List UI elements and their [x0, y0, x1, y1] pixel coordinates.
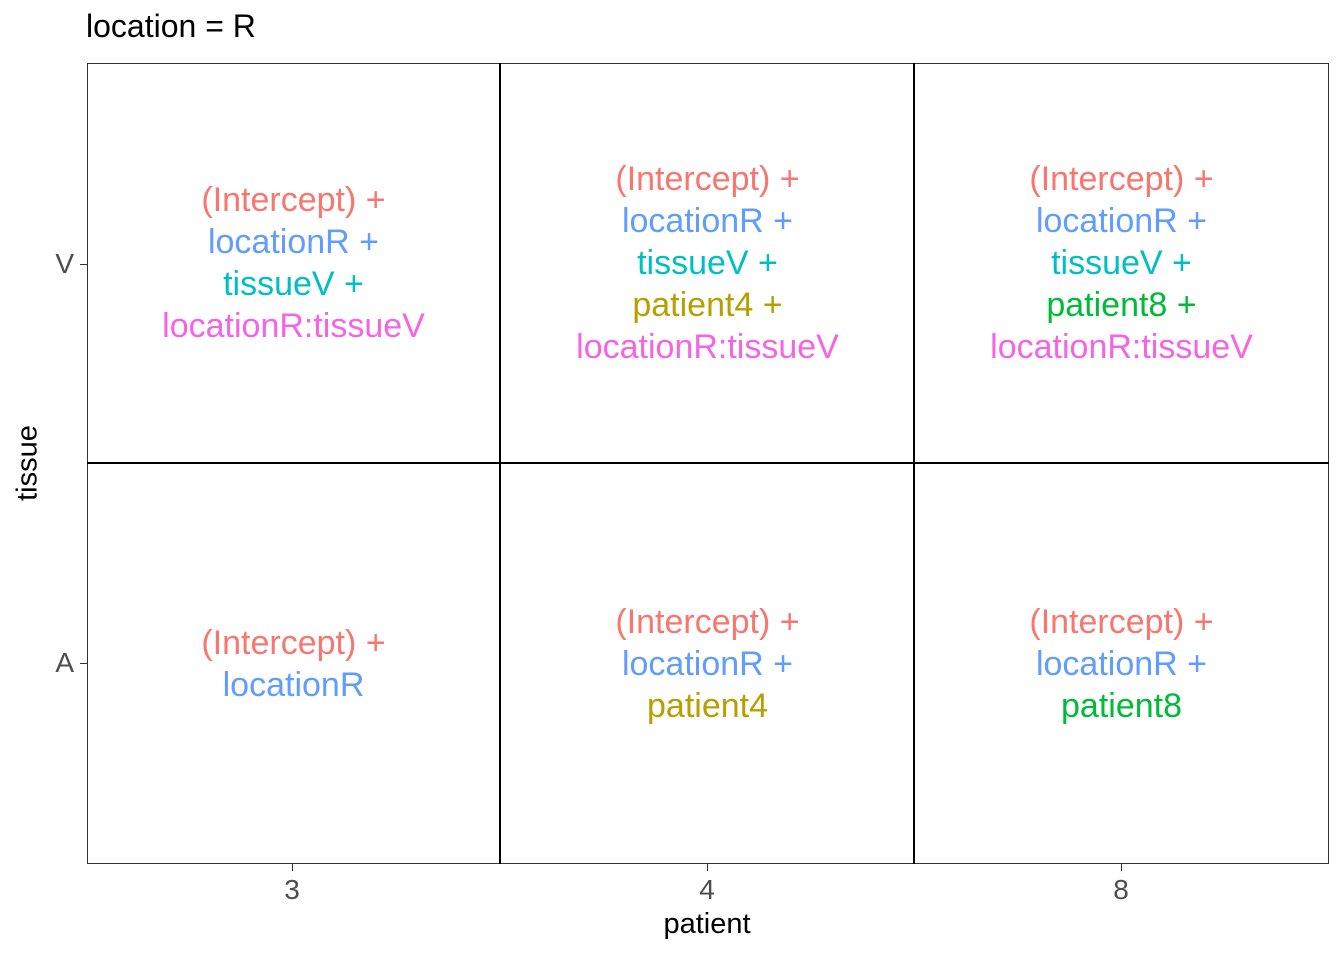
x-tick-mark — [292, 864, 293, 871]
y-axis-title: tissue — [11, 425, 44, 501]
x-axis-title: patient — [663, 908, 751, 940]
y-tick-mark — [80, 663, 87, 664]
y-tick-mark — [80, 264, 87, 265]
model-term: patient4 + — [632, 286, 783, 324]
cell-V-patient3: (Intercept) + locationR + tissueV + locatio… — [87, 63, 500, 463]
model-term: locationR:tissueV — [576, 328, 839, 366]
model-term: locationR + — [1035, 645, 1208, 683]
model-term: locationR — [222, 666, 365, 704]
row-divider — [87, 462, 1329, 464]
x-tick-mark — [1121, 864, 1122, 871]
cell-A-patient3: (Intercept) + locationR — [87, 464, 500, 864]
model-term: tissueV + — [223, 265, 364, 303]
cell-V-patient4: (Intercept) + locationR + tissueV + patient… — [501, 63, 914, 463]
model-term: patient4 — [647, 687, 768, 725]
model-term: locationR:tissueV — [990, 328, 1253, 366]
model-term: patient8 — [1061, 687, 1182, 725]
model-term: (Intercept) + — [615, 160, 800, 198]
model-term: patient8 + — [1046, 286, 1197, 324]
model-term: (Intercept) + — [615, 603, 800, 641]
model-term: locationR + — [1035, 202, 1208, 240]
model-term: tissueV + — [1051, 244, 1192, 282]
cell-A-patient8: (Intercept) + locationR + patient8 — [915, 464, 1328, 864]
cell-A-patient4: (Intercept) + locationR + patient4 — [501, 464, 914, 864]
x-tick-label: 3 — [284, 874, 300, 905]
model-term: locationR + — [207, 223, 380, 261]
figure-title: location = R — [86, 8, 256, 44]
model-term: locationR:tissueV — [162, 307, 425, 345]
y-tick-label: V — [55, 248, 74, 279]
model-term: locationR + — [621, 202, 794, 240]
model-term: locationR + — [621, 645, 794, 683]
model-term: (Intercept) + — [201, 181, 386, 219]
y-tick-label: A — [55, 647, 74, 678]
x-tick-mark — [707, 864, 708, 871]
model-term: (Intercept) + — [201, 624, 386, 662]
x-tick-label: 4 — [699, 874, 715, 905]
model-term: (Intercept) + — [1029, 160, 1214, 198]
x-tick-label: 8 — [1113, 874, 1129, 905]
model-term: tissueV + — [637, 244, 778, 282]
cell-V-patient8: (Intercept) + locationR + tissueV + patient… — [915, 63, 1328, 463]
model-term: (Intercept) + — [1029, 603, 1214, 641]
